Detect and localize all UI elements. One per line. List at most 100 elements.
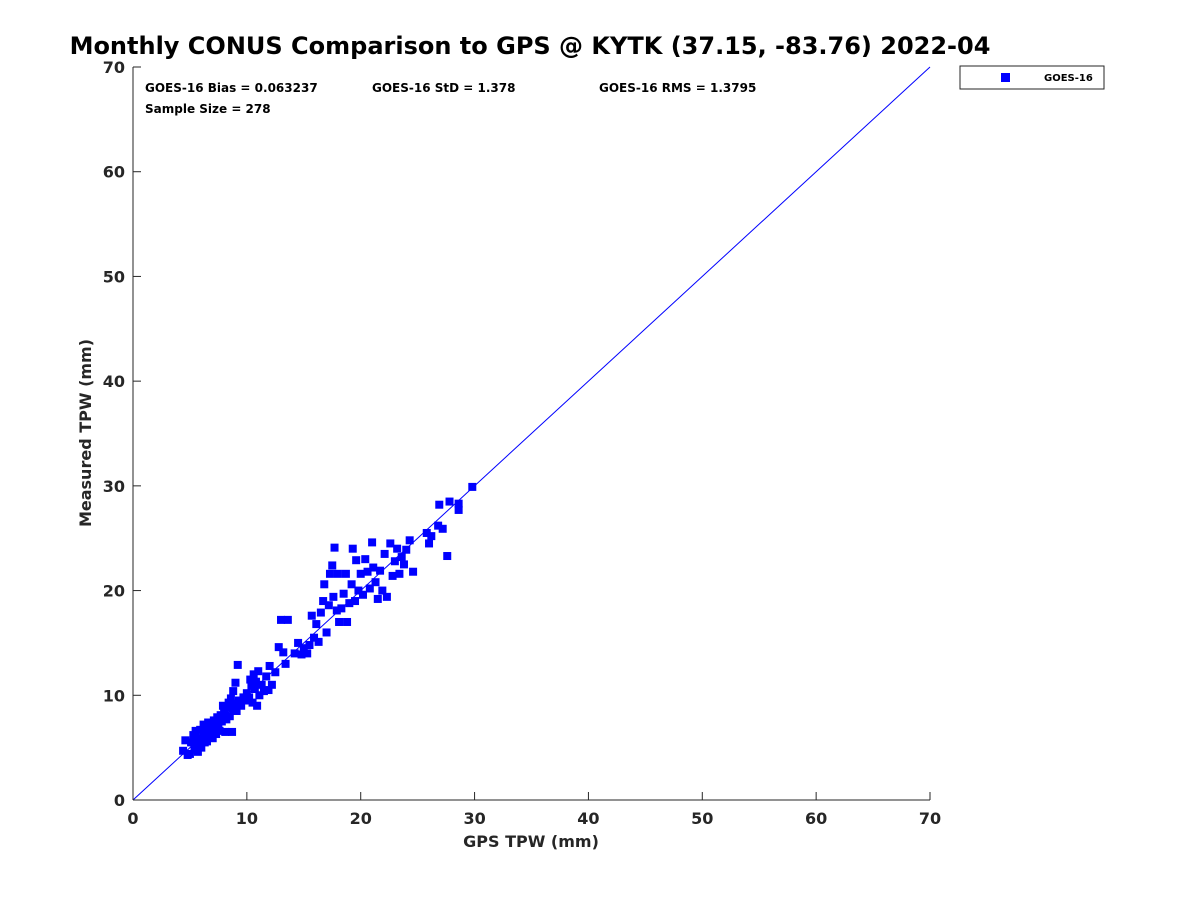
data-point	[267, 680, 276, 689]
x-axis-ticks: 0 10 20 30 40 50 60 70	[127, 792, 941, 828]
data-point	[192, 734, 201, 743]
data-point	[274, 643, 283, 652]
y-tick-label: 60	[103, 163, 125, 182]
data-point	[185, 749, 194, 758]
data-point	[232, 706, 241, 715]
data-point	[339, 589, 348, 598]
data-point	[310, 633, 319, 642]
data-point	[251, 677, 260, 686]
data-point	[259, 687, 268, 696]
x-tick-label: 10	[236, 809, 258, 828]
y-axis-title: Measured TPW (mm)	[76, 339, 95, 527]
rms-annotation: GOES-16 RMS = 1.3795	[599, 81, 756, 95]
data-point	[351, 597, 360, 606]
data-point	[250, 685, 259, 694]
data-point	[193, 747, 202, 756]
data-point	[290, 649, 299, 658]
data-point	[328, 561, 337, 570]
legend-marker-goes16	[1001, 73, 1010, 82]
data-point	[368, 538, 377, 547]
data-point	[204, 718, 213, 727]
data-point	[279, 648, 288, 657]
data-point	[218, 701, 227, 710]
data-point	[454, 499, 463, 508]
data-point	[320, 580, 329, 589]
data-point	[215, 726, 224, 735]
data-point	[378, 586, 387, 595]
data-point	[333, 569, 342, 578]
data-point	[201, 723, 210, 732]
data-point	[330, 543, 339, 552]
y-tick-label: 50	[103, 267, 125, 286]
data-point	[376, 566, 385, 575]
data-point	[438, 524, 447, 533]
data-point	[337, 604, 346, 613]
data-point	[347, 580, 356, 589]
chart-title: Monthly CONUS Comparison to GPS @ KYTK (…	[70, 32, 991, 60]
data-point	[283, 615, 292, 624]
data-point	[332, 606, 341, 615]
data-point	[226, 694, 235, 703]
y-tick-label: 30	[103, 477, 125, 496]
data-point	[248, 698, 257, 707]
data-point	[229, 687, 238, 696]
data-point	[395, 569, 404, 578]
data-point	[380, 549, 389, 558]
data-point	[445, 497, 454, 506]
data-point	[358, 590, 367, 599]
data-point	[435, 500, 444, 509]
data-point	[382, 592, 391, 601]
data-point	[371, 578, 380, 587]
data-point	[217, 717, 226, 726]
data-point	[348, 544, 357, 553]
data-point	[325, 569, 334, 578]
x-axis-title: GPS TPW (mm)	[463, 832, 599, 851]
data-point	[373, 594, 382, 603]
data-point	[409, 567, 418, 576]
legend-box	[959, 65, 1105, 90]
data-point	[245, 693, 254, 702]
data-point	[210, 724, 219, 733]
data-point	[181, 736, 190, 745]
y-tick-label: 70	[103, 58, 125, 77]
data-point	[224, 698, 233, 707]
data-point	[425, 539, 434, 548]
data-point	[393, 544, 402, 553]
data-point	[307, 611, 316, 620]
y-axis-ticks: 0 10 20 30 40 50 60 70	[103, 58, 141, 810]
data-point	[221, 727, 230, 736]
data-point	[443, 552, 452, 561]
data-point	[208, 734, 217, 743]
data-point	[223, 703, 232, 712]
data-point	[305, 641, 314, 650]
data-point	[255, 691, 264, 700]
bias-annotation: GOES-16 Bias = 0.063237	[145, 81, 318, 95]
x-tick-label: 0	[127, 809, 138, 828]
legend-label-goes16: GOES-16	[1044, 73, 1093, 84]
data-point	[354, 586, 363, 595]
x-tick-label: 60	[805, 809, 827, 828]
data-point	[345, 599, 354, 608]
x-tick-label: 20	[350, 809, 372, 828]
data-point	[341, 569, 350, 578]
data-point	[335, 617, 344, 626]
data-point	[405, 536, 414, 545]
data-point	[262, 672, 271, 681]
y-tick-label: 0	[114, 791, 125, 810]
y-tick-label: 20	[103, 582, 125, 601]
data-point	[220, 709, 229, 718]
x-tick-label: 40	[577, 809, 599, 828]
x-tick-label: 70	[919, 809, 941, 828]
data-point	[233, 660, 242, 669]
data-point	[361, 555, 370, 564]
data-point	[369, 563, 378, 572]
data-point	[329, 592, 338, 601]
x-tick-label: 30	[463, 809, 485, 828]
data-point	[468, 482, 477, 491]
data-point	[299, 644, 308, 653]
data-point	[228, 727, 237, 736]
data-point	[343, 617, 352, 626]
data-point	[230, 699, 239, 708]
data-point	[277, 615, 286, 624]
data-point	[237, 701, 246, 710]
